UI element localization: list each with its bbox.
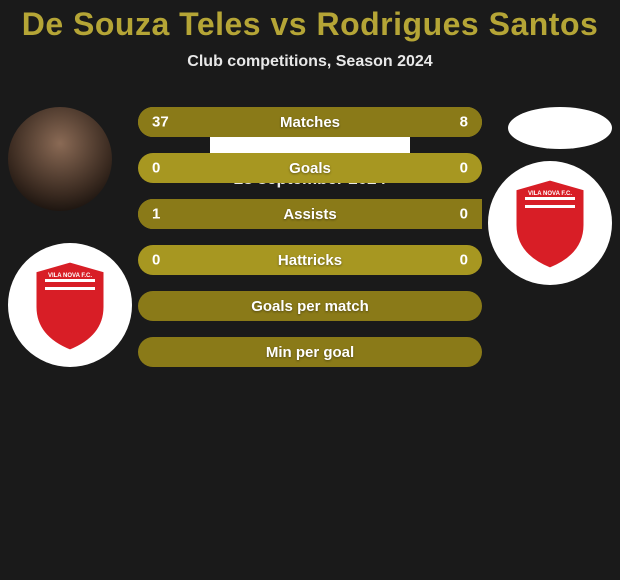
bar-value-right: 0 bbox=[460, 160, 468, 177]
svg-text:VILA NOVA F.C.: VILA NOVA F.C. bbox=[48, 273, 92, 279]
bar-value-left: 0 bbox=[152, 252, 160, 269]
bar-label: Goals per match bbox=[251, 298, 369, 315]
bar-value-left: 1 bbox=[152, 206, 160, 223]
bar-label: Goals bbox=[289, 160, 331, 177]
bar-value-left: 0 bbox=[152, 160, 160, 177]
stat-bar: 37 8 Matches bbox=[138, 107, 482, 137]
bar-value-right: 8 bbox=[460, 114, 468, 131]
svg-text:VILA NOVA F.C.: VILA NOVA F.C. bbox=[528, 191, 572, 197]
bar-fill-right bbox=[420, 107, 482, 137]
player-right-avatar bbox=[508, 107, 612, 149]
page-title: De Souza Teles vs Rodrigues Santos bbox=[0, 0, 620, 43]
stat-bar: 1 0 Assists bbox=[138, 199, 482, 229]
bar-label: Min per goal bbox=[266, 344, 354, 361]
bar-label: Matches bbox=[280, 114, 340, 131]
bar-label: Hattricks bbox=[278, 252, 342, 269]
bar-value-left: 37 bbox=[152, 114, 169, 131]
bar-value-right: 0 bbox=[460, 206, 468, 223]
player-left-avatar bbox=[8, 107, 112, 211]
shield-icon: VILA NOVA F.C. bbox=[507, 175, 593, 271]
crest-right: VILA NOVA F.C. bbox=[488, 161, 612, 285]
stat-bar: Goals per match bbox=[138, 291, 482, 321]
crest-left: VILA NOVA F.C. bbox=[8, 243, 132, 367]
stat-bars: 37 8 Matches 0 0 Goals 1 0 Assists 0 0 Hattricks Goa… bbox=[138, 107, 482, 383]
stat-bar: 0 0 Hattricks bbox=[138, 245, 482, 275]
bar-value-right: 0 bbox=[460, 252, 468, 269]
page-subtitle: Club competitions, Season 2024 bbox=[0, 53, 620, 71]
bar-label: Assists bbox=[283, 206, 336, 223]
stat-bar: Min per goal bbox=[138, 337, 482, 367]
stat-bar: 0 0 Goals bbox=[138, 153, 482, 183]
shield-icon: VILA NOVA F.C. bbox=[27, 257, 113, 353]
